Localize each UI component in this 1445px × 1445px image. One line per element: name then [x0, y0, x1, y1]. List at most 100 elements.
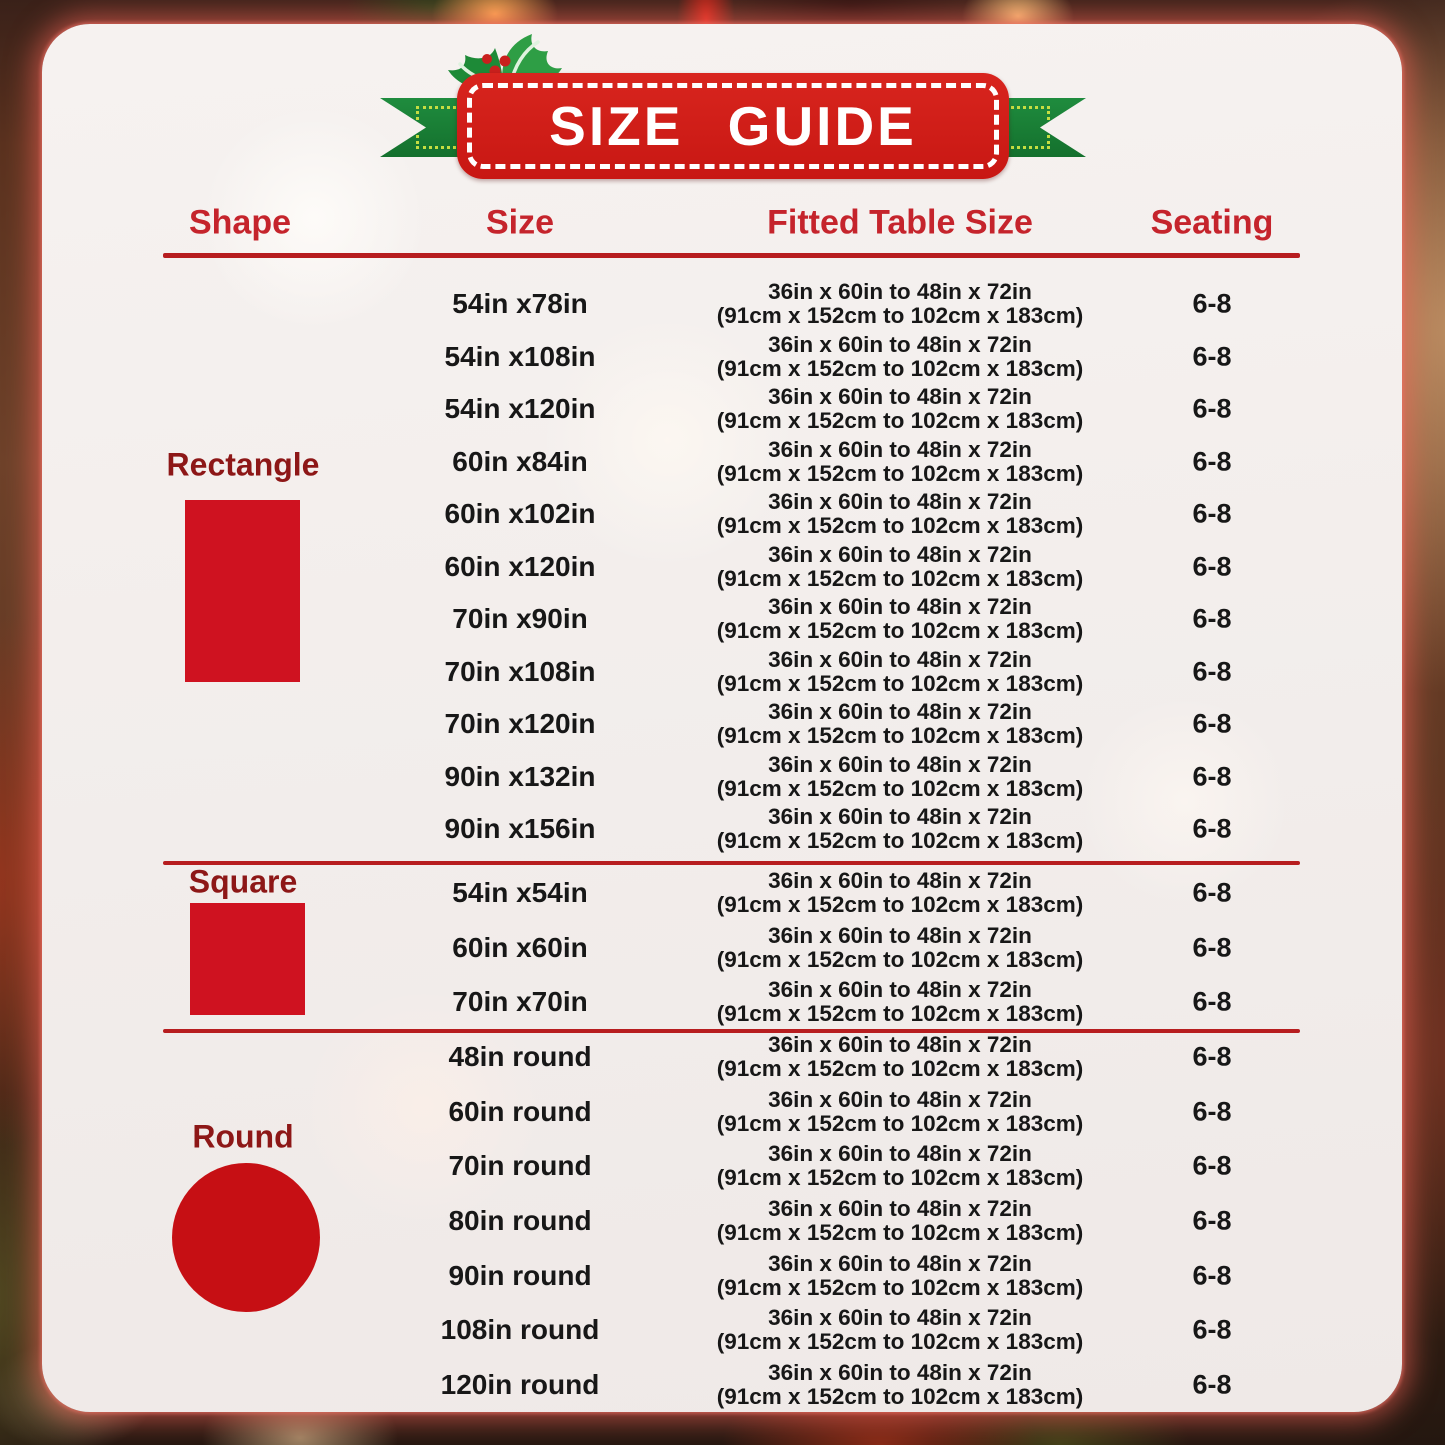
- seating-cell: 6-8: [1192, 551, 1232, 582]
- fitted-size-cell: 36in x 60in to 48in x 72in (91cm x 152cm…: [717, 333, 1083, 381]
- fitted-size-inches: 36in x 60in to 48in x 72in: [768, 436, 1032, 462]
- size-cell: 60in x120in: [444, 550, 596, 582]
- size-cell: 90in x132in: [444, 760, 596, 792]
- fitted-size-inches: 36in x 60in to 48in x 72in: [768, 279, 1032, 305]
- table-row: 48in round 36in x 60in to 48in x 72in (9…: [42, 1030, 1402, 1085]
- fitted-size-cm: (91cm x 152cm to 102cm x 183cm): [716, 1056, 1084, 1082]
- fitted-size-cell: 36in x 60in to 48in x 72in (91cm x 152cm…: [717, 924, 1083, 972]
- fitted-size-cell: 36in x 60in to 48in x 72in (91cm x 152cm…: [717, 1197, 1083, 1245]
- seating-cell: 6-8: [1192, 498, 1232, 529]
- size-cell: 70in x120in: [444, 708, 596, 740]
- fitted-size-inches: 36in x 60in to 48in x 72in: [768, 1360, 1032, 1386]
- fitted-size-cell: 36in x 60in to 48in x 72in (91cm x 152cm…: [717, 700, 1083, 748]
- seating-cell: 6-8: [1192, 1369, 1232, 1400]
- table-row: 60in x60in 36in x 60in to 48in x 72in (9…: [42, 921, 1402, 976]
- fitted-size-cm: (91cm x 152cm to 102cm x 183cm): [716, 1383, 1084, 1409]
- table-row: 120in round 36in x 60in to 48in x 72in (…: [42, 1358, 1402, 1413]
- seating-cell: 6-8: [1192, 341, 1232, 372]
- section-label-rectangle: Rectangle: [166, 446, 320, 483]
- fitted-size-inches: 36in x 60in to 48in x 72in: [768, 977, 1032, 1003]
- fitted-size-cm: (91cm x 152cm to 102cm x 183cm): [716, 565, 1084, 591]
- fitted-size-inches: 36in x 60in to 48in x 72in: [768, 922, 1032, 948]
- size-cell: 60in round: [448, 1095, 592, 1127]
- size-cell: 54in x54in: [452, 877, 588, 909]
- fitted-size-inches: 36in x 60in to 48in x 72in: [768, 868, 1032, 894]
- table-row: 70in x70in 36in x 60in to 48in x 72in (9…: [42, 975, 1402, 1030]
- fitted-size-cm: (91cm x 152cm to 102cm x 183cm): [716, 892, 1084, 918]
- fitted-size-cell: 36in x 60in to 48in x 72in (91cm x 152cm…: [717, 753, 1083, 801]
- fitted-size-cm: (91cm x 152cm to 102cm x 183cm): [716, 670, 1084, 696]
- table-row: 70in x120in 36in x 60in to 48in x 72in (…: [42, 698, 1402, 751]
- seating-cell: 6-8: [1192, 1150, 1232, 1181]
- fitted-size-cm: (91cm x 152cm to 102cm x 183cm): [716, 1220, 1084, 1246]
- size-cell: 108in round: [440, 1314, 600, 1346]
- fitted-size-cm: (91cm x 152cm to 102cm x 183cm): [716, 618, 1084, 644]
- circle-shape-icon: [172, 1163, 320, 1312]
- fitted-size-cm: (91cm x 152cm to 102cm x 183cm): [716, 946, 1084, 972]
- seating-cell: 6-8: [1192, 446, 1232, 477]
- section-label-square: Square: [188, 863, 298, 900]
- table-row: 108in round 36in x 60in to 48in x 72in (…: [42, 1303, 1402, 1358]
- fitted-size-inches: 36in x 60in to 48in x 72in: [768, 751, 1032, 777]
- rectangle-shape-icon: [185, 500, 300, 682]
- banner-dashed-border: [467, 83, 999, 169]
- size-cell: 90in x156in: [444, 813, 596, 845]
- size-cell: 80in round: [448, 1205, 592, 1237]
- size-cell: 54in x120in: [444, 393, 596, 425]
- seating-cell: 6-8: [1192, 932, 1232, 963]
- fitted-size-inches: 36in x 60in to 48in x 72in: [768, 489, 1032, 515]
- table-row: 90in x132in 36in x 60in to 48in x 72in (…: [42, 751, 1402, 804]
- size-cell: 70in round: [448, 1150, 592, 1182]
- fitted-size-cell: 36in x 60in to 48in x 72in (91cm x 152cm…: [717, 543, 1083, 591]
- fitted-size-inches: 36in x 60in to 48in x 72in: [768, 1141, 1032, 1167]
- column-header-seating: Seating: [1150, 203, 1274, 242]
- page-title: SIZE GUIDE: [549, 95, 917, 157]
- table-row: 54in x120in 36in x 60in to 48in x 72in (…: [42, 383, 1402, 436]
- table-row: 70in x108in 36in x 60in to 48in x 72in (…: [42, 646, 1402, 699]
- seating-cell: 6-8: [1192, 813, 1232, 844]
- square-rows-section: 54in x54in 36in x 60in to 48in x 72in (9…: [42, 861, 1402, 1029]
- section-divider-round: [163, 1029, 1300, 1033]
- seating-cell: 6-8: [1192, 1205, 1232, 1236]
- fitted-size-cm: (91cm x 152cm to 102cm x 183cm): [716, 828, 1084, 854]
- fitted-size-cm: (91cm x 152cm to 102cm x 183cm): [716, 355, 1084, 381]
- fitted-size-cell: 36in x 60in to 48in x 72in (91cm x 152cm…: [717, 1250, 1083, 1300]
- column-header-shape: Shape: [188, 203, 292, 242]
- section-divider-square: [163, 861, 1300, 865]
- fitted-size-cell: 36in x 60in to 48in x 72in (91cm x 152cm…: [717, 490, 1083, 538]
- fitted-size-inches: 36in x 60in to 48in x 72in: [768, 1305, 1032, 1331]
- fitted-size-inches: 36in x 60in to 48in x 72in: [768, 384, 1032, 410]
- fitted-size-cm: (91cm x 152cm to 102cm x 183cm): [716, 775, 1084, 801]
- size-cell: 48in round: [448, 1041, 592, 1073]
- fitted-size-cm: (91cm x 152cm to 102cm x 183cm): [716, 1329, 1084, 1355]
- fitted-size-inches: 36in x 60in to 48in x 72in: [768, 1196, 1032, 1222]
- fitted-size-cm: (91cm x 152cm to 102cm x 183cm): [716, 723, 1084, 749]
- seating-cell: 6-8: [1192, 1096, 1232, 1127]
- header-underline: [163, 253, 1300, 258]
- fitted-size-cell: 36in x 60in to 48in x 72in (91cm x 152cm…: [717, 869, 1083, 917]
- seating-cell: 6-8: [1192, 656, 1232, 687]
- fitted-size-cell: 36in x 60in to 48in x 72in (91cm x 152cm…: [717, 1033, 1083, 1081]
- table-row: 54in x54in 36in x 60in to 48in x 72in (9…: [42, 866, 1402, 921]
- fitted-size-cell: 36in x 60in to 48in x 72in (91cm x 152cm…: [717, 1088, 1083, 1136]
- fitted-size-inches: 36in x 60in to 48in x 72in: [768, 1250, 1032, 1276]
- seating-cell: 6-8: [1192, 288, 1232, 319]
- fitted-size-cell: 36in x 60in to 48in x 72in (91cm x 152cm…: [717, 1361, 1083, 1409]
- fitted-size-cm: (91cm x 152cm to 102cm x 183cm): [716, 1110, 1084, 1136]
- size-cell: 60in x84in: [452, 445, 588, 477]
- seating-cell: 6-8: [1192, 1314, 1232, 1345]
- size-cell: 120in round: [440, 1368, 600, 1400]
- column-header-fitted-table-size: Fitted Table Size: [767, 203, 1033, 242]
- table-row: 90in x156in 36in x 60in to 48in x 72in (…: [42, 803, 1402, 856]
- table-row: 70in round 36in x 60in to 48in x 72in (9…: [42, 1139, 1402, 1194]
- size-cell: 60in x60in: [452, 931, 588, 963]
- fitted-size-cell: 36in x 60in to 48in x 72in (91cm x 152cm…: [717, 1141, 1083, 1191]
- seating-cell: 6-8: [1192, 1260, 1232, 1291]
- seating-cell: 6-8: [1192, 986, 1232, 1017]
- size-cell: 70in x90in: [452, 603, 588, 635]
- table-row: 80in round 36in x 60in to 48in x 72in (9…: [42, 1194, 1402, 1249]
- size-cell: 70in x108in: [444, 655, 596, 687]
- table-row: 60in x120in 36in x 60in to 48in x 72in (…: [42, 541, 1402, 594]
- fitted-size-cell: 36in x 60in to 48in x 72in (91cm x 152cm…: [717, 595, 1083, 643]
- table-row: 60in round 36in x 60in to 48in x 72in (9…: [42, 1085, 1402, 1140]
